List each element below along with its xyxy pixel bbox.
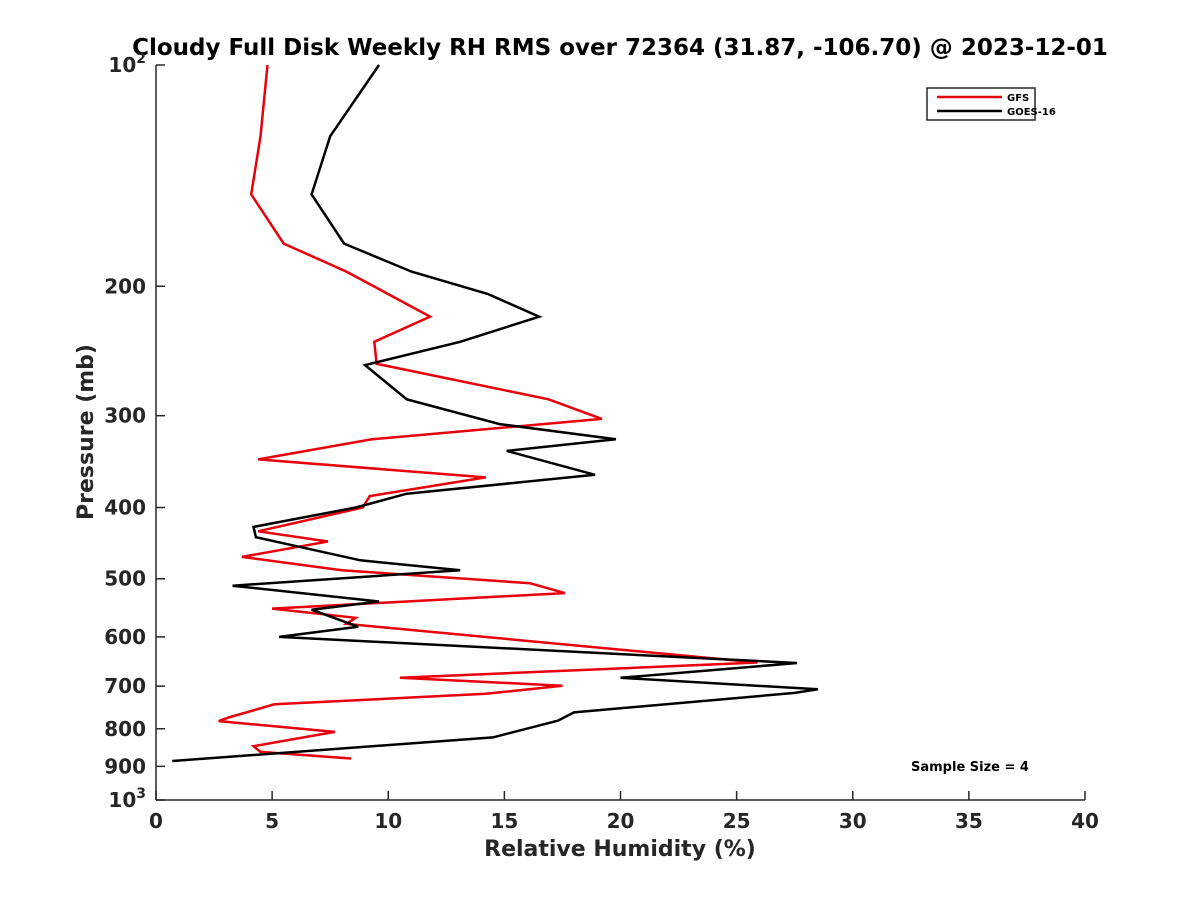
x-tick-label: 25 bbox=[723, 809, 751, 833]
y-tick-label: 400 bbox=[104, 496, 146, 520]
x-tick-label: 20 bbox=[607, 809, 635, 833]
y-tick-label: 103 bbox=[108, 786, 146, 812]
x-tick-label: 10 bbox=[374, 809, 402, 833]
y-tick-label: 200 bbox=[104, 274, 146, 298]
series-line-gfs bbox=[218, 64, 758, 760]
sample-size-annotation: Sample Size = 4 bbox=[911, 760, 1029, 775]
x-tick-label: 5 bbox=[265, 809, 279, 833]
y-tick-label: 700 bbox=[104, 674, 146, 698]
y-tick-label: 300 bbox=[104, 404, 146, 428]
series-layer bbox=[172, 64, 819, 763]
x-tick-label: 40 bbox=[1071, 809, 1099, 833]
y-tick-label: 500 bbox=[104, 567, 146, 591]
y-tick-label: 600 bbox=[104, 625, 146, 649]
y-tick-base: 10 bbox=[108, 788, 136, 812]
legend: GFS GOES-16 bbox=[926, 87, 1056, 121]
y-axis-label: Pressure (mb) bbox=[74, 344, 99, 520]
y-tick-label: 102 bbox=[108, 51, 146, 77]
legend-box bbox=[926, 87, 1036, 121]
x-tick-label: 35 bbox=[955, 809, 983, 833]
x-tick-label: 15 bbox=[490, 809, 518, 833]
x-axis-label: Relative Humidity (%) bbox=[484, 837, 756, 862]
y-tick-exponent: 2 bbox=[136, 51, 146, 67]
x-tick-label: 0 bbox=[149, 809, 163, 833]
legend-label-goes16: GOES-16 bbox=[1007, 107, 1056, 118]
chart-title: Cloudy Full Disk Weekly RH RMS over 7236… bbox=[132, 35, 1108, 61]
legend-label-gfs: GFS bbox=[1007, 93, 1029, 104]
x-tick-group: 0 5 10 15 20 25 30 35 40 bbox=[149, 791, 1099, 833]
y-tick-exponent: 3 bbox=[136, 786, 146, 802]
y-tick-label: 900 bbox=[104, 754, 146, 778]
y-tick-base: 10 bbox=[108, 53, 136, 77]
series-line-goes-16 bbox=[172, 64, 819, 763]
y-tick-label: 800 bbox=[104, 717, 146, 741]
x-tick-label: 30 bbox=[839, 809, 867, 833]
